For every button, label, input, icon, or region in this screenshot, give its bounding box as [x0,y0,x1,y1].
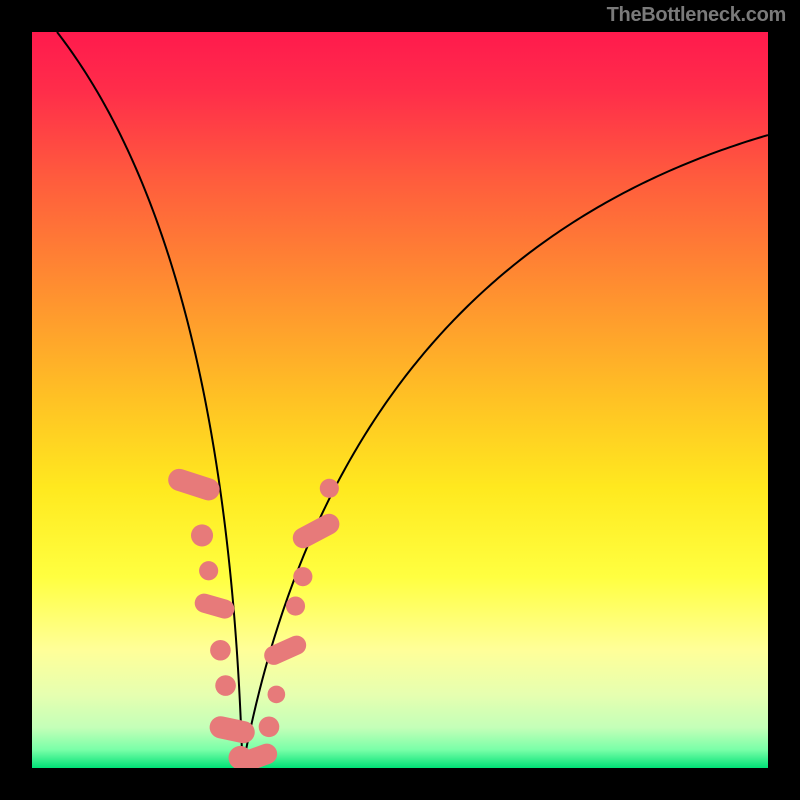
watermark-text: TheBottleneck.com [607,4,786,27]
plot-area [32,32,768,768]
chart-container: TheBottleneck.com [0,0,800,800]
